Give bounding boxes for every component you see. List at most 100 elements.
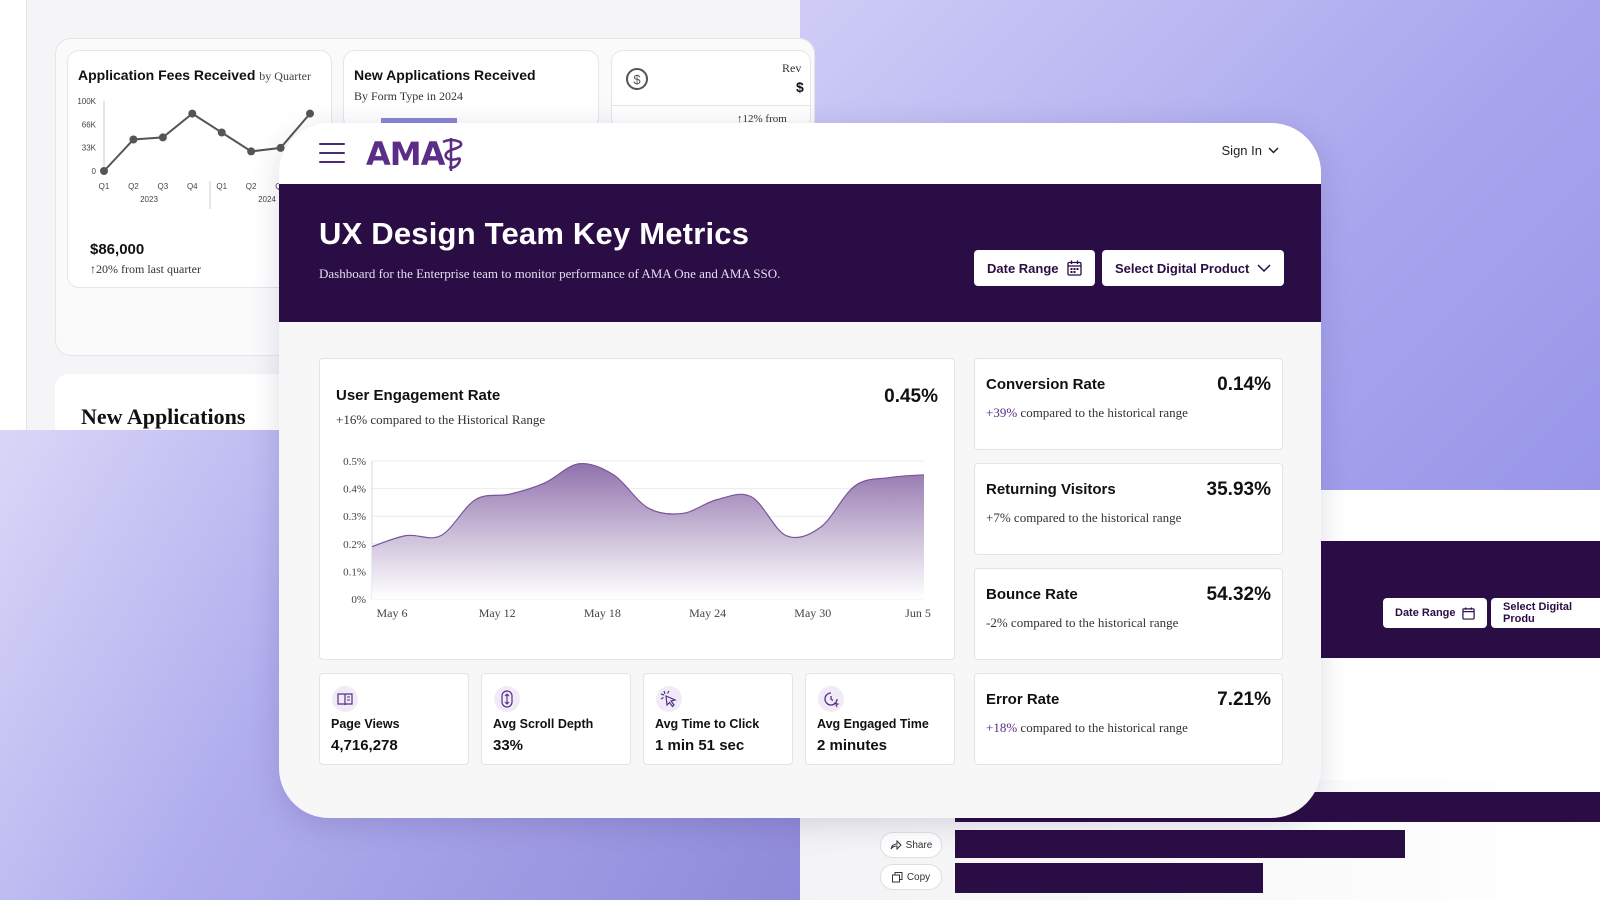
x-tick-label: Q4 [187,182,198,191]
bg-bar-2 [955,830,1405,858]
hamburger-menu-icon[interactable] [319,143,345,163]
caduceus-icon [442,138,463,171]
data-point [129,135,138,144]
scroll-icon [494,686,520,712]
metric-title: Returning Visitors [986,481,1116,498]
x-tick-label: May 6 [377,606,408,620]
bg-new-apps-bar [381,118,457,124]
bg-fees-title: Application Fees Received by Quarter [78,67,311,83]
calendar-icon [1461,606,1475,620]
data-point [217,128,226,137]
metric-title: Conversion Rate [986,376,1106,393]
chevron-down-icon [1268,147,1279,154]
engagement-area-chart: 0.5% 0.4% 0.3% 0.2% 0.1% 0% May 6 May 12 May 18 M… [343,456,931,620]
data-point [158,133,167,142]
area-line [371,462,925,548]
bg-select-product-button: Select Digital Produ [1491,598,1600,628]
sign-in-dropdown[interactable]: Sign In [1222,143,1279,158]
error-rate-card: Error Rate 7.21% +18% compared to the hi… [974,673,1283,765]
engagement-value: 0.45% [884,386,938,407]
bg-new-applications-heading: New Applications [81,404,246,429]
y-tick-label: 0.5% [343,456,366,468]
select-digital-product-dropdown[interactable]: Select Digital Product [1102,250,1285,286]
hero-banner: UX Design Team Key Metrics Dashboard for… [279,184,1321,322]
stat-label: Avg Engaged Time [817,717,929,731]
x-tick-label: Q2 [246,182,257,191]
clock-icon [818,686,844,712]
x-tick-label: Q3 [158,182,169,191]
bg-revenue-value: $ [796,79,804,95]
ama-logo[interactable]: AMA [366,135,466,173]
metric-change: +18% compared to the historical range [986,720,1188,735]
date-range-button[interactable]: Date Range [974,250,1095,286]
year-label: 2023 [140,195,158,204]
x-tick-label: May 18 [584,606,621,620]
metric-value: 7.21% [1217,689,1271,710]
bg-fees-line-chart: 100K66K33K0Q1Q2Q3Q4Q1Q2Q320232024 [77,97,314,209]
x-tick-label: Jun 5 [905,606,931,620]
bg-revenue-change: ↑12% from [737,113,787,125]
data-point [247,147,256,156]
bg-bar-3 [955,863,1263,893]
y-tick-label: 33K [82,144,97,153]
avg-scroll-depth-card: Avg Scroll Depth 33% [481,673,631,765]
avg-engaged-time-card: Avg Engaged Time 2 minutes [805,673,955,765]
metric-title: Error Rate [986,691,1060,708]
divider [612,105,810,106]
avg-time-to-click-card: Avg Time to Click 1 min 51 sec [643,673,793,765]
bg-share-button: Share [880,832,942,858]
stat-value: 4,716,278 [331,737,398,754]
bg-fees-change: ↑20% from last quarter [90,262,201,276]
dollar-icon: $ [626,68,648,90]
stat-label: Avg Time to Click [655,717,760,731]
engagement-subtitle: +16% compared to the Historical Range [336,412,546,427]
engagement-title: User Engagement Rate [336,387,501,404]
x-tick-label: Q2 [128,182,139,191]
bg-new-applications-card: New Applications [55,374,295,434]
y-tick-label: 0.4% [343,484,366,496]
main-dashboard-window: AMA Sign In UX Design Team Key Metrics D… [279,123,1321,818]
metric-value: 35.93% [1206,479,1271,500]
bg-new-apps-title: New Applications Received [354,67,536,83]
metric-title: Bounce Rate [986,586,1078,603]
metric-value: 54.32% [1206,584,1271,605]
bg-revenue-card: $ Rev $ ↑12% from [611,50,811,130]
top-navigation-bar: AMA Sign In [279,123,1321,184]
y-tick-label: 0.2% [343,539,366,551]
returning-visitors-card: Returning Visitors 35.93% +7% compared t… [974,463,1283,555]
book-icon [332,686,358,712]
user-engagement-panel: User Engagement Rate +16% compared to th… [319,358,955,660]
y-tick-label: 0% [351,594,366,606]
y-tick-label: 0 [92,167,97,176]
stat-value: 2 minutes [817,737,888,754]
x-tick-label: May 24 [689,606,726,620]
copy-icon [891,871,903,882]
x-tick-label: May 30 [794,606,831,620]
chevron-down-icon [1257,264,1271,272]
data-point [306,109,314,118]
y-tick-label: 0.3% [343,511,366,523]
bg-revenue-label: Rev [782,61,802,75]
bg-copy-button: Copy [880,864,942,890]
bounce-rate-card: Bounce Rate 54.32% -2% compared to the h… [974,568,1283,660]
bg-new-apps-card: New Applications Received By Form Type i… [343,50,599,130]
page-subtitle: Dashboard for the Enterprise team to mon… [319,266,781,281]
metric-change: -2% compared to the historical range [986,615,1179,630]
stat-value: 33% [493,737,524,754]
bg-new-apps-subtitle: By Form Type in 2024 [354,89,463,103]
area-fill [372,463,924,599]
conversion-rate-card: Conversion Rate 0.14% +39% compared to t… [974,358,1283,450]
metric-change: +7% compared to the historical range [986,510,1182,525]
page-views-card: Page Views 4,716,278 [319,673,469,765]
page-title: UX Design Team Key Metrics [319,216,750,251]
y-tick-label: 66K [82,120,97,129]
line-series [103,112,311,172]
stat-label: Avg Scroll Depth [493,717,594,731]
x-tick-label: Q1 [216,182,227,191]
stat-value: 1 min 51 sec [655,737,745,754]
data-point [100,167,108,175]
x-tick-label: Q1 [99,182,110,191]
metric-value: 0.14% [1217,374,1271,395]
share-icon [890,840,902,850]
y-tick-label: 0.1% [343,566,366,578]
